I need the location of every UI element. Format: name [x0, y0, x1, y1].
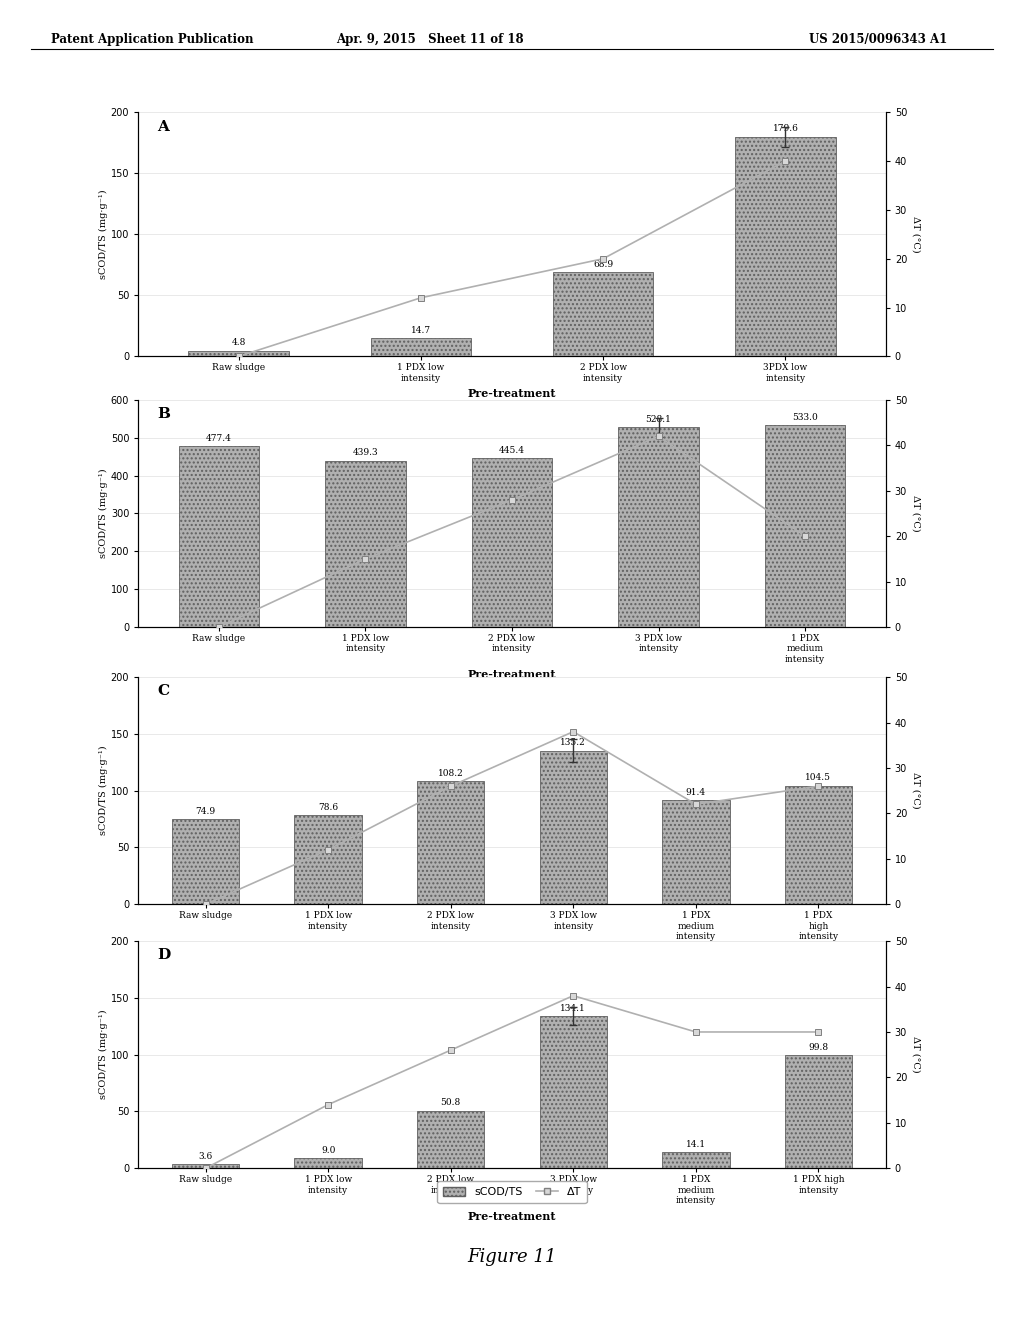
Text: 74.9: 74.9: [196, 807, 216, 816]
Bar: [540, 751, 607, 904]
Text: 477.4: 477.4: [206, 434, 231, 444]
Bar: [472, 458, 552, 627]
Bar: [618, 428, 699, 627]
Text: 528.1: 528.1: [646, 414, 672, 424]
Text: 78.6: 78.6: [318, 803, 338, 812]
Bar: [172, 820, 240, 904]
Bar: [188, 351, 289, 356]
Bar: [295, 814, 361, 904]
Y-axis label: sCOD/TS (mg·g⁻¹): sCOD/TS (mg·g⁻¹): [98, 190, 108, 279]
Text: 135.2: 135.2: [560, 738, 586, 747]
Text: 445.4: 445.4: [499, 446, 525, 455]
Text: 14.1: 14.1: [686, 1139, 706, 1148]
Bar: [663, 1152, 729, 1168]
Text: D: D: [157, 948, 170, 962]
Text: Figure 11: Figure 11: [467, 1247, 557, 1266]
Text: 68.9: 68.9: [593, 260, 613, 268]
Y-axis label: ΔT (°C): ΔT (°C): [911, 495, 921, 532]
Text: 3.6: 3.6: [199, 1152, 213, 1160]
Text: 134.1: 134.1: [560, 1003, 586, 1012]
Bar: [553, 272, 653, 356]
Text: 533.0: 533.0: [793, 413, 818, 422]
Bar: [417, 781, 484, 904]
Bar: [172, 1164, 240, 1168]
Bar: [295, 1158, 361, 1168]
Text: 9.0: 9.0: [321, 1146, 336, 1155]
Y-axis label: ΔT (°C): ΔT (°C): [911, 216, 921, 252]
Bar: [417, 1110, 484, 1168]
Y-axis label: sCOD/TS (mg·g⁻¹): sCOD/TS (mg·g⁻¹): [98, 1010, 108, 1100]
Bar: [326, 461, 406, 627]
Text: 179.6: 179.6: [772, 124, 799, 133]
Text: Patent Application Publication: Patent Application Publication: [51, 33, 254, 46]
Bar: [371, 338, 471, 356]
Text: 99.8: 99.8: [808, 1043, 828, 1052]
Bar: [663, 800, 729, 904]
Text: A: A: [157, 120, 169, 133]
Text: C: C: [157, 684, 169, 698]
Bar: [540, 1016, 607, 1168]
Y-axis label: sCOD/TS (mg·g⁻¹): sCOD/TS (mg·g⁻¹): [98, 746, 108, 836]
Y-axis label: ΔT (°C): ΔT (°C): [911, 772, 921, 809]
Text: 439.3: 439.3: [352, 449, 378, 457]
Text: 14.7: 14.7: [411, 326, 431, 335]
Text: B: B: [157, 407, 170, 421]
Text: 50.8: 50.8: [440, 1098, 461, 1107]
Bar: [765, 425, 846, 627]
Bar: [784, 1055, 852, 1168]
Text: 108.2: 108.2: [438, 770, 464, 777]
Text: 4.8: 4.8: [231, 338, 246, 347]
X-axis label: Pre-treatment: Pre-treatment: [468, 946, 556, 957]
Y-axis label: ΔT (°C): ΔT (°C): [911, 1036, 921, 1073]
Text: Apr. 9, 2015   Sheet 11 of 18: Apr. 9, 2015 Sheet 11 of 18: [336, 33, 524, 46]
X-axis label: Pre-treatment: Pre-treatment: [468, 388, 556, 399]
Bar: [178, 446, 259, 627]
X-axis label: Pre-treatment: Pre-treatment: [468, 1210, 556, 1221]
Legend: sCOD/TS, ΔT: sCOD/TS, ΔT: [437, 1181, 587, 1203]
Text: 91.4: 91.4: [686, 788, 706, 797]
Y-axis label: sCOD/TS (mg·g⁻¹): sCOD/TS (mg·g⁻¹): [98, 469, 108, 558]
Bar: [735, 137, 836, 356]
X-axis label: Pre-treatment: Pre-treatment: [468, 669, 556, 680]
Text: US 2015/0096343 A1: US 2015/0096343 A1: [809, 33, 947, 46]
Text: 104.5: 104.5: [805, 774, 831, 783]
Bar: [784, 785, 852, 904]
